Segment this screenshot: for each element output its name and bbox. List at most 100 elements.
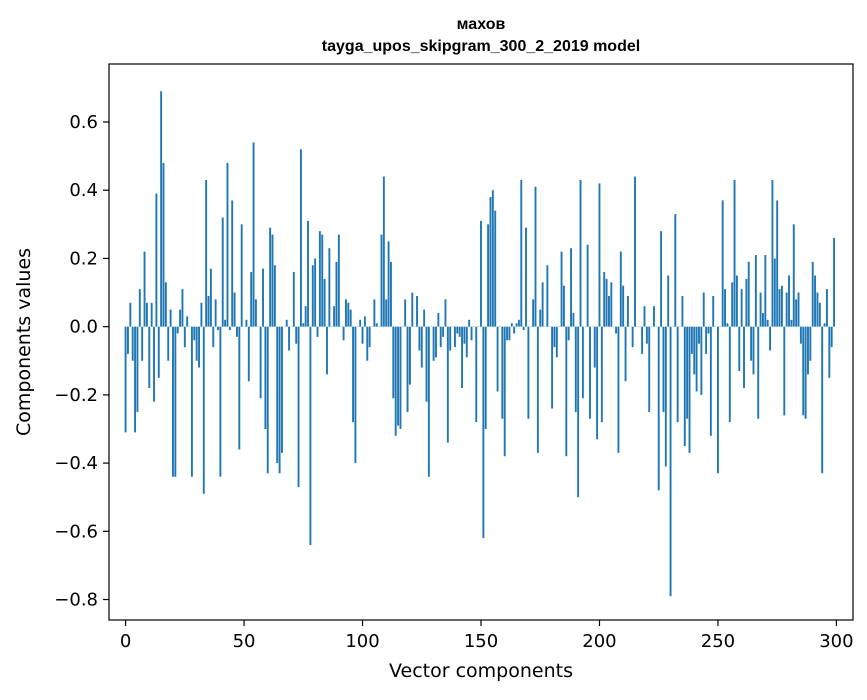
bar xyxy=(165,282,167,326)
bar xyxy=(274,265,276,326)
bar xyxy=(454,327,456,347)
bar xyxy=(762,313,764,327)
bar xyxy=(383,177,385,327)
bar xyxy=(684,327,686,446)
bar xyxy=(468,320,470,327)
bar xyxy=(250,272,252,327)
bar xyxy=(748,262,750,327)
bar xyxy=(698,327,700,344)
bar xyxy=(418,327,420,351)
bar xyxy=(487,224,489,326)
bar xyxy=(764,255,766,327)
bar xyxy=(260,327,262,399)
bar xyxy=(582,327,584,399)
bar xyxy=(722,200,724,326)
bar xyxy=(501,327,503,419)
bar xyxy=(298,327,300,487)
y-tick-label: −0.6 xyxy=(54,521,98,542)
bar xyxy=(136,327,138,412)
bar xyxy=(717,327,719,474)
bar xyxy=(416,296,418,327)
bar xyxy=(703,293,705,327)
bar xyxy=(596,327,598,440)
bar xyxy=(203,327,205,494)
bar xyxy=(786,293,788,327)
bar xyxy=(326,327,328,375)
bar xyxy=(802,327,804,416)
bar xyxy=(814,275,816,326)
bar xyxy=(338,235,340,327)
bar xyxy=(369,327,371,347)
bar xyxy=(388,241,390,326)
bar xyxy=(163,163,165,327)
bar xyxy=(817,293,819,327)
bar xyxy=(390,262,392,327)
bar xyxy=(670,327,672,596)
bar xyxy=(757,327,759,419)
bar xyxy=(627,296,629,327)
bar xyxy=(736,275,738,326)
bar xyxy=(447,327,449,443)
bar xyxy=(245,320,247,327)
bar xyxy=(674,214,676,327)
bar xyxy=(693,327,695,375)
bar xyxy=(601,327,603,423)
bar xyxy=(575,327,577,412)
bar xyxy=(516,323,518,326)
bar xyxy=(644,306,646,326)
bar xyxy=(506,327,508,341)
bar xyxy=(497,327,499,392)
bar xyxy=(442,327,444,337)
bar xyxy=(471,327,473,341)
bar xyxy=(445,299,447,326)
bar xyxy=(210,269,212,327)
bar xyxy=(658,327,660,491)
bar xyxy=(790,320,792,327)
bar xyxy=(440,327,442,347)
bar xyxy=(321,235,323,327)
bar xyxy=(267,327,269,474)
bar xyxy=(215,299,217,326)
bar xyxy=(520,180,522,327)
bar xyxy=(646,327,648,344)
bar xyxy=(767,320,769,327)
bar xyxy=(494,211,496,327)
bar xyxy=(665,327,667,467)
bar xyxy=(504,327,506,457)
bar xyxy=(580,180,582,327)
bar xyxy=(795,299,797,326)
bar xyxy=(572,313,574,327)
bar xyxy=(743,327,745,388)
bar xyxy=(217,327,219,330)
bar xyxy=(428,327,430,477)
bar xyxy=(312,265,314,326)
bar xyxy=(527,327,529,419)
bar xyxy=(774,258,776,326)
bar xyxy=(293,272,295,327)
bar xyxy=(227,163,229,327)
x-tick-label: 100 xyxy=(345,631,379,652)
bar xyxy=(139,289,141,327)
bar xyxy=(144,252,146,327)
y-tick-label: −0.8 xyxy=(54,590,98,611)
bar xyxy=(824,323,826,326)
bar xyxy=(354,327,356,463)
bar xyxy=(542,282,544,326)
y-axis-label: Components values xyxy=(13,248,35,436)
bar xyxy=(760,293,762,327)
bar xyxy=(708,327,710,334)
bar xyxy=(508,327,510,341)
y-tick-label: 0.0 xyxy=(69,317,98,338)
bar xyxy=(788,275,790,326)
bar xyxy=(255,299,257,326)
bar xyxy=(350,310,352,327)
bar xyxy=(182,289,184,327)
bar xyxy=(153,327,155,402)
bar xyxy=(622,286,624,327)
bar xyxy=(807,327,809,375)
bar xyxy=(146,303,148,327)
x-tick-label: 300 xyxy=(819,631,853,652)
bar xyxy=(307,221,309,327)
y-tick-label: −0.2 xyxy=(54,385,98,406)
bar xyxy=(525,228,527,327)
